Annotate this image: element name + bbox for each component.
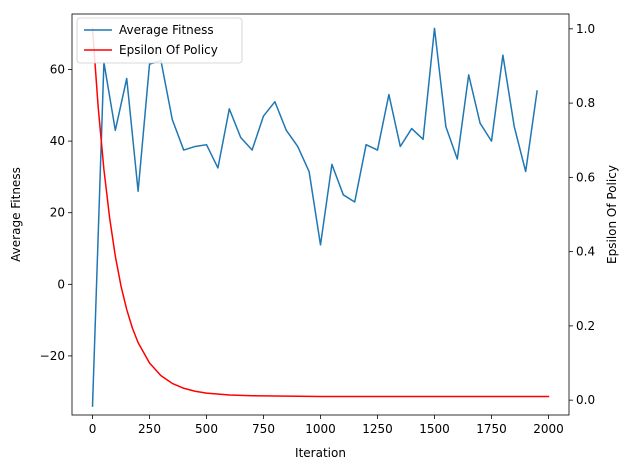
axes [71, 13, 570, 416]
y-tick-label: 0 [57, 277, 65, 291]
y-tick-label: 60 [50, 62, 65, 76]
series-line-0 [91, 27, 538, 407]
y2-tick-label: 0.0 [576, 393, 595, 407]
y-tick-label: 20 [50, 206, 65, 220]
x-tick-label: 500 [195, 422, 218, 436]
plot-frame [71, 13, 570, 416]
y2-tick-label: 1.0 [576, 22, 595, 36]
legend-label: Epsilon Of Policy [119, 43, 218, 57]
series-line-1 [91, 28, 550, 398]
y2-tick-label: 0.4 [576, 245, 595, 259]
x-tick-label: 250 [138, 422, 161, 436]
x-tick-label: 750 [252, 422, 275, 436]
y-axis-label: Average Fitness [9, 167, 23, 262]
x-tick-label: 1750 [476, 422, 507, 436]
y2-axis-label: Epsilon Of Policy [605, 165, 619, 264]
y2-tick-label: 0.8 [576, 96, 595, 110]
legend-label: Average Fitness [119, 23, 214, 37]
legend-box [76, 17, 243, 64]
x-tick-label: 1250 [362, 422, 393, 436]
x-tick-label: 0 [89, 422, 97, 436]
y2-tick-label: 0.6 [576, 170, 595, 184]
y2-tick-label: 0.2 [576, 319, 595, 333]
y2-ticks: 0.0 0.2 0.4 0.6 0.8 1.0 [569, 22, 595, 407]
x-tick-label: 2000 [533, 422, 564, 436]
x-ticks: 0 250 500 750 1000 1250 1500 1750 2000 [89, 415, 564, 436]
y-tick-label: −20 [40, 349, 65, 363]
legend: Average Fitness Epsilon Of Policy [76, 17, 243, 64]
y-ticks: −20 0 20 40 60 [40, 62, 72, 363]
x-tick-label: 1000 [305, 422, 336, 436]
y-tick-label: 40 [50, 134, 65, 148]
x-axis-label: Iteration [295, 446, 346, 460]
x-tick-label: 1500 [419, 422, 450, 436]
plot-area [91, 27, 550, 407]
